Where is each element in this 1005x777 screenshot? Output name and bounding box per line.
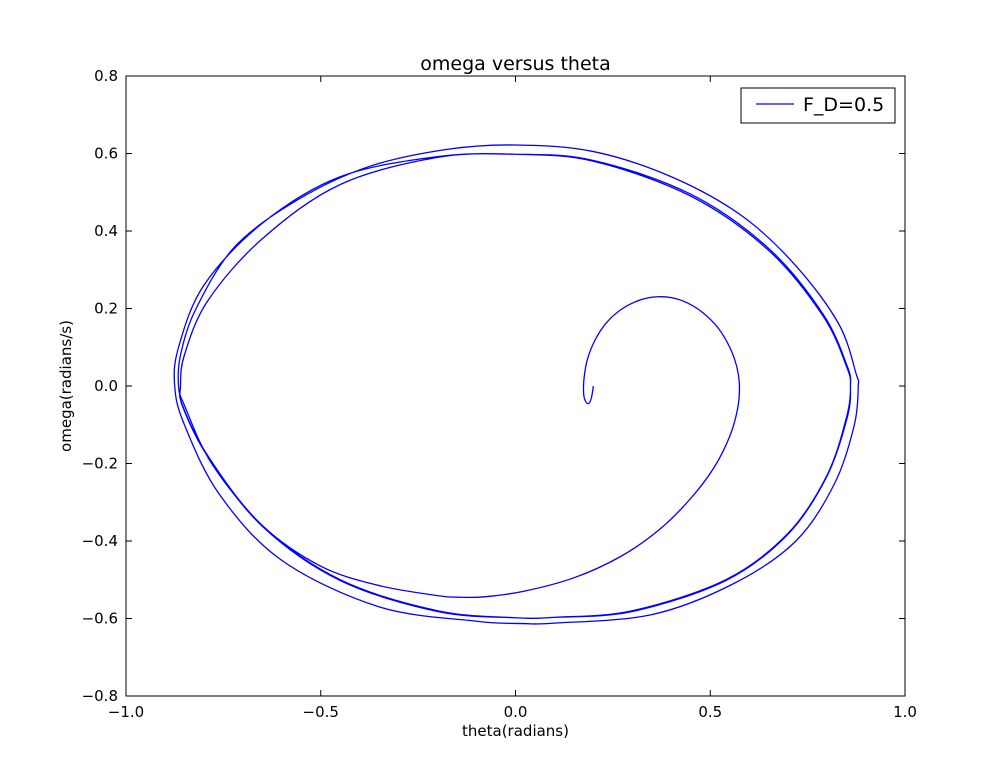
x-tick-label: −0.5	[303, 703, 339, 721]
legend-frame	[740, 87, 896, 124]
y-axis-label: omega(radians/s)	[57, 320, 75, 452]
y-tick-label: −0.2	[82, 455, 118, 473]
y-tick-label: −0.6	[82, 610, 118, 628]
y-tick-label: 0.0	[94, 377, 118, 395]
y-tick-label: 0.2	[94, 300, 118, 318]
y-tick-label: 0.4	[94, 222, 118, 240]
y-tick-label: 0.6	[94, 145, 118, 163]
plot-area	[126, 76, 905, 696]
chart-title: omega versus theta	[420, 53, 610, 75]
x-tick-label: 0.0	[504, 703, 528, 721]
legend-label: F_D=0.5	[803, 94, 884, 116]
series-line-0	[173, 144, 860, 625]
x-tick-label: 0.5	[698, 703, 722, 721]
data-layer	[173, 144, 860, 625]
y-tick-label: 0.8	[94, 67, 118, 85]
y-tick-label: −0.4	[82, 532, 118, 550]
x-tick-label: −1.0	[108, 703, 144, 721]
y-tick-label: −0.8	[82, 687, 118, 705]
plot-frame	[125, 75, 906, 697]
legend: F_D=0.5	[740, 87, 896, 124]
x-tick-label: 1.0	[893, 703, 917, 721]
x-axis-ticks: −1.0 −0.5 0.0 0.5 1.0	[108, 76, 917, 721]
x-axis-label: theta(radians)	[462, 722, 569, 740]
